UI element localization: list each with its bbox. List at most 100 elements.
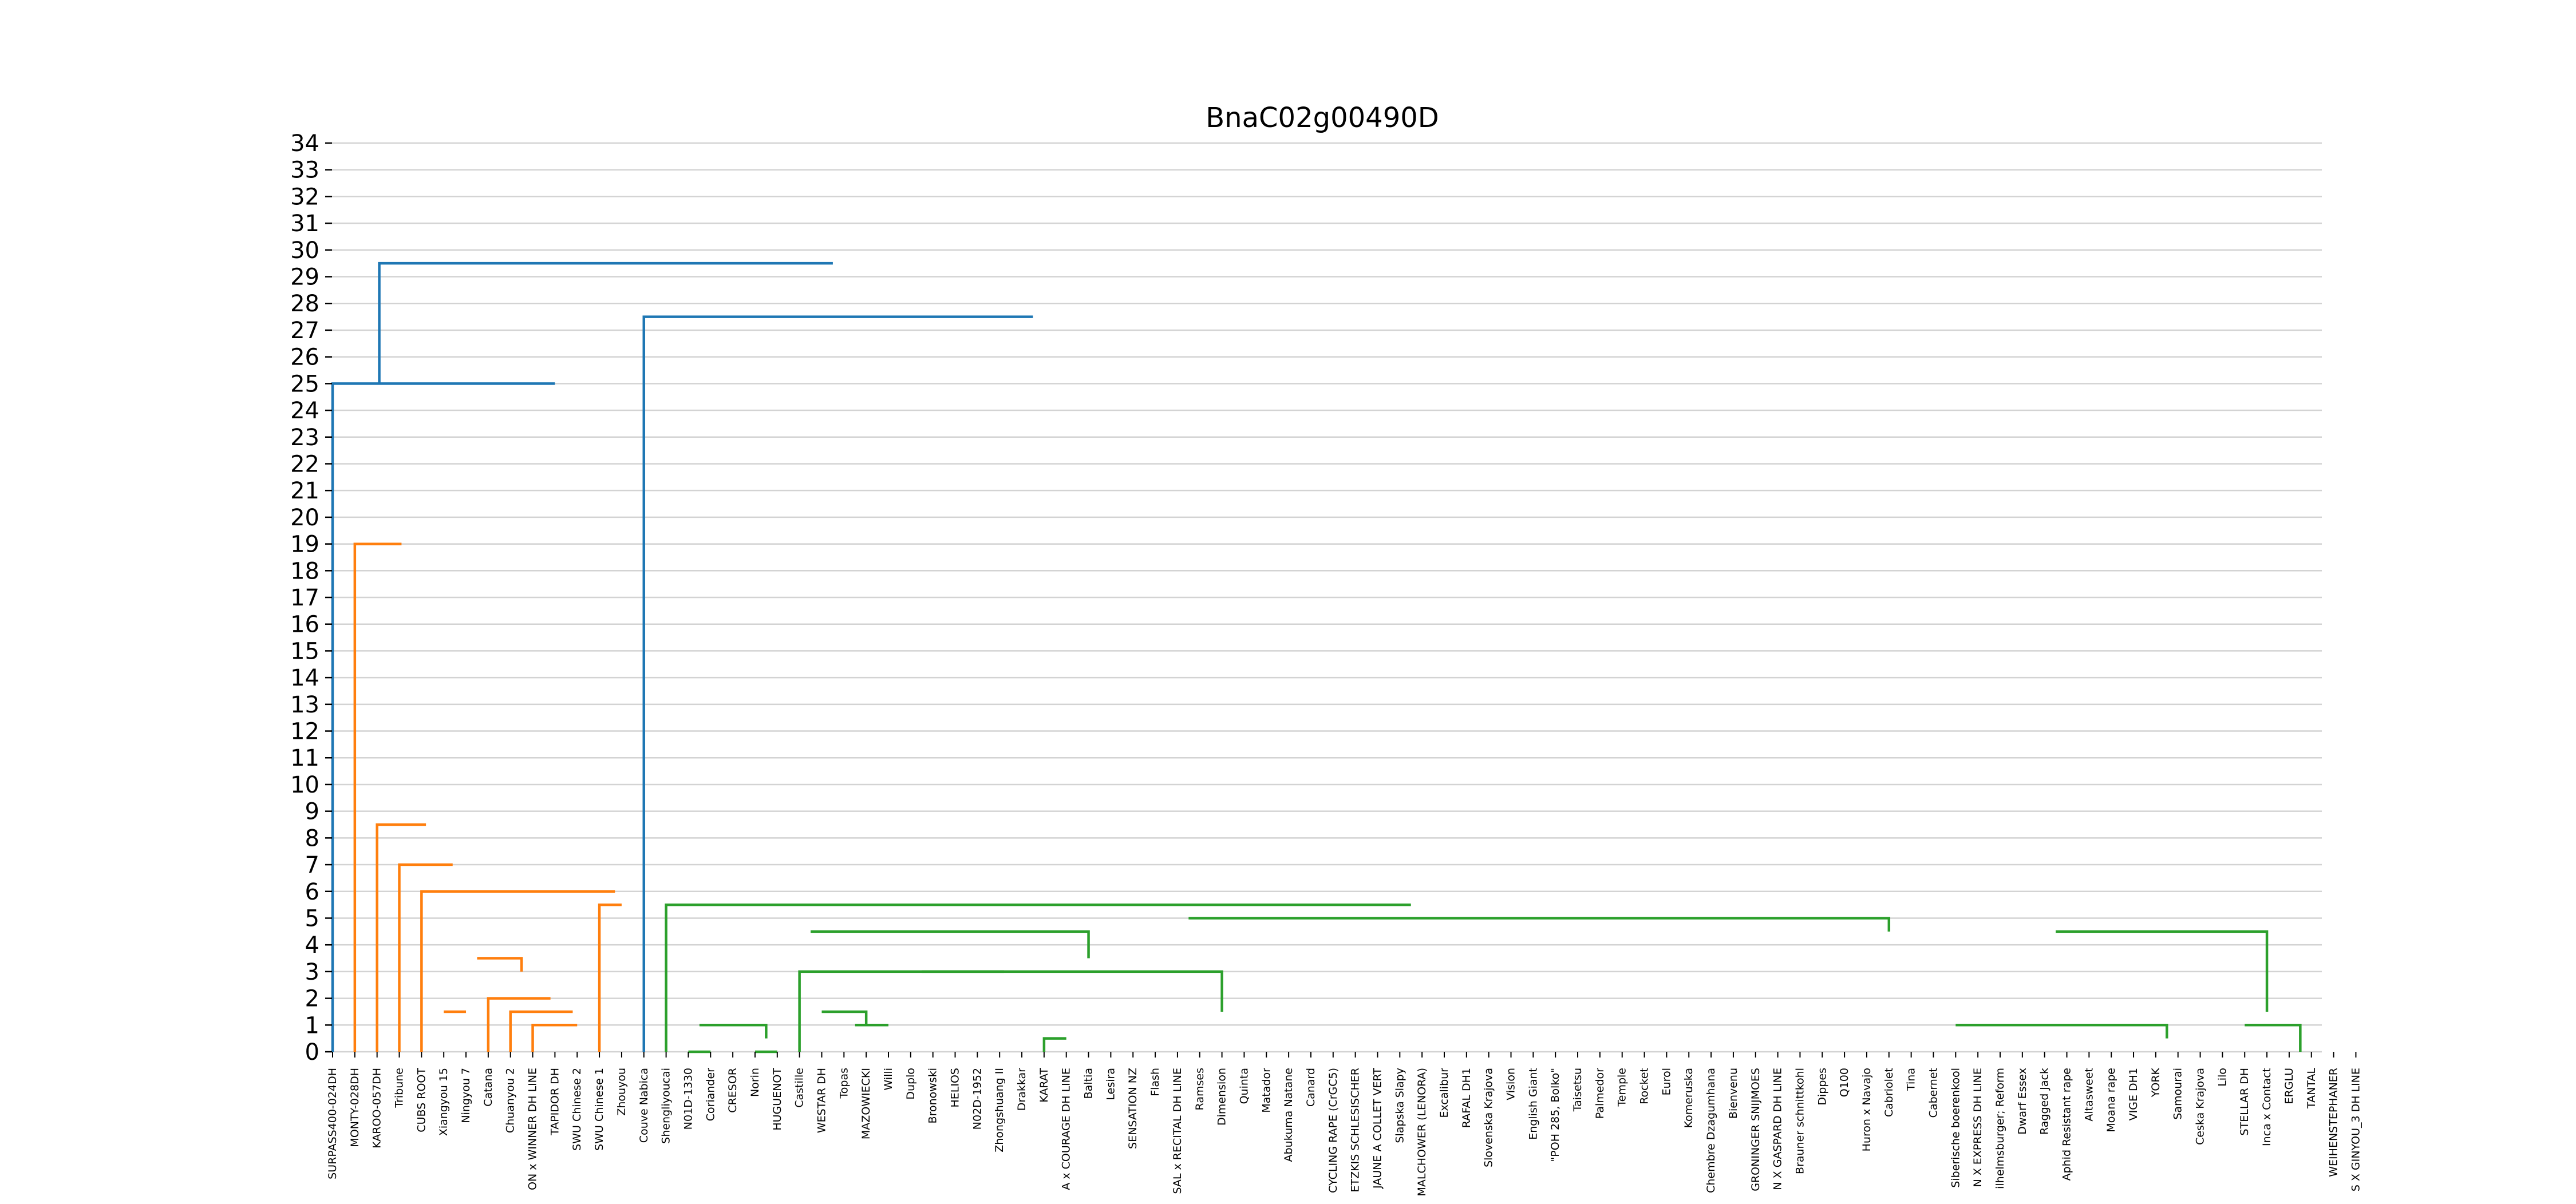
leaf-label: JAUNE A COLLET VERT [1371, 1068, 1384, 1189]
leaf-label: Vision [1505, 1068, 1518, 1100]
leaf-label: Tribune [393, 1068, 406, 1108]
leaf-label: Inca x Contact [2261, 1068, 2273, 1146]
leaf-label: Palmedor [1594, 1068, 1606, 1119]
dendrogram-link [376, 823, 426, 1052]
dendrogram-link [378, 262, 833, 384]
leaf-label: Matador [1260, 1068, 1273, 1113]
dendrogram-link [398, 863, 453, 1052]
leaf-label: CUBS ROOT [415, 1068, 428, 1132]
leaf-label: SENSATION NZ [1127, 1068, 1139, 1149]
leaf-label: Lesira [1104, 1068, 1117, 1100]
dendrogram-link [821, 1010, 868, 1025]
leaf-label: Siberische boerenkool [1949, 1068, 1962, 1188]
leaf-label: HUGUENOT [771, 1068, 784, 1131]
leaf-label: Slapska Slapy [1393, 1068, 1406, 1143]
y-tick-label: 25 [290, 371, 319, 397]
leaf-label: Huron x Navajo [1860, 1068, 1873, 1151]
leaf-label: Slovenska Krajova [1483, 1068, 1495, 1167]
leaf-label: RAFAL DH1 [1460, 1068, 1473, 1128]
leaf-label: KARAT [1038, 1068, 1050, 1103]
y-tick-label: 12 [290, 719, 319, 745]
y-tick-label: 19 [290, 532, 319, 558]
leaf-label: SURPASS400-024DH [326, 1068, 339, 1179]
y-tick-label: 34 [290, 130, 319, 157]
leaf-label: S X GINYOU_3 DH LINE [2349, 1068, 2362, 1191]
y-tick-label: 33 [290, 157, 319, 184]
leaf-label: GRONINGER SNIJMOES [1749, 1068, 1762, 1191]
leaf-label: Catana [482, 1068, 495, 1107]
leaf-label: Chembre Dzagumhana [1705, 1068, 1717, 1193]
y-tick-label: 16 [290, 612, 319, 638]
leaf-label: Samourai [2172, 1068, 2184, 1120]
y-tick-label: 4 [305, 932, 319, 959]
leaf-label: Temple [1616, 1068, 1629, 1107]
dendrogram-link [699, 1024, 768, 1039]
dendrogram-link [665, 903, 1411, 1052]
leaf-label: Zhongshuang II [993, 1068, 1006, 1152]
dendrogram-link [477, 957, 523, 972]
dendrogram-link [2245, 1024, 2302, 1052]
leaf-label: HELIOS [949, 1068, 962, 1108]
leaf-label: N01D-1330 [682, 1068, 694, 1130]
leaf-label: Brauner schnittkohl [1793, 1068, 1806, 1174]
leaf-label: Ningyou 7 [460, 1068, 472, 1123]
leaf-label: TANTAL [2305, 1068, 2318, 1109]
leaf-label: WEIHENSTEPHANER [2328, 1068, 2340, 1177]
y-tick-label: 13 [290, 692, 319, 718]
y-tick-label: 5 [305, 905, 319, 932]
leaf-label: Shengliyoucai [660, 1068, 673, 1144]
leaf-label: KAROO-057DH [371, 1068, 384, 1148]
y-tick-label: 7 [305, 852, 319, 878]
leaf-label: Bienvenu [1727, 1068, 1740, 1119]
leaf-label: STELLAR DH [2238, 1068, 2251, 1135]
leaf-label: Zhouyou [615, 1068, 628, 1116]
y-tick-label: 14 [290, 665, 319, 691]
leaf-label: Flash [1149, 1068, 1161, 1096]
leaf-label: Ramses [1194, 1068, 1206, 1110]
leaf-label: Excalibur [1438, 1068, 1451, 1118]
dendrogram-link [531, 1024, 578, 1052]
leaf-label: Castille [793, 1068, 806, 1108]
link-layer [331, 262, 2302, 1054]
leaf-label: VIGE DH1 [2127, 1068, 2140, 1120]
y-tick-label: 9 [305, 799, 319, 825]
leaf-label: Altasweet [2083, 1068, 2095, 1122]
dendrogram-link [1955, 1024, 2168, 1039]
y-tick-label: 30 [290, 237, 319, 264]
dendrogram-link [1042, 1037, 1066, 1052]
leaf-label: Baltia [1082, 1068, 1095, 1099]
y-tick-label: 6 [305, 879, 319, 905]
y-tick-label: 21 [290, 478, 319, 504]
y-tick-label: 28 [290, 291, 319, 317]
leaf-label: N X EXPRESS DH LINE [1971, 1068, 1984, 1187]
y-tick-label: 24 [290, 398, 319, 424]
leaf-label: ON x WINNER DH LINE [527, 1068, 539, 1190]
leaf-label: Komeruska [1682, 1068, 1695, 1128]
y-tick-label: 29 [290, 264, 319, 291]
dendrogram-link [509, 1010, 573, 1052]
leaf-label: Taisetsu [1571, 1068, 1584, 1112]
leaf-label: ERGLU [2283, 1068, 2296, 1104]
leaf-label: SAL x RECITAL DH LINE [1171, 1068, 1184, 1194]
leaf-label: A x COURAGE DH LINE [1060, 1068, 1073, 1190]
dendrogram-link [2056, 930, 2269, 1012]
leaf-label: Norin [749, 1068, 761, 1097]
y-tick-label: 17 [290, 585, 319, 611]
leaf-label: ETZKIS SCHLESISCHER [1349, 1068, 1362, 1192]
leaf-label: Ragged Jack [2038, 1068, 2051, 1135]
dendrogram-link [922, 970, 1223, 1012]
y-tick-label: 23 [290, 425, 319, 451]
dendrogram-link [353, 542, 402, 1052]
leaf-label: Cabriolet [1883, 1068, 1895, 1117]
leaf-label: ilhelmsburger; Reform [1994, 1068, 2006, 1189]
leaf-label: Chuanyou 2 [504, 1068, 517, 1133]
chart-title: BnaC02g00490D [1206, 102, 1439, 134]
leaf-label: YORK [2150, 1067, 2162, 1098]
dendrogram-link [331, 382, 555, 1052]
dendrogram-link [642, 315, 1033, 1052]
leaf-label: Aphid Resistant rape [2061, 1068, 2073, 1181]
y-axis: 0123456789101112131415161718192021222324… [290, 130, 332, 1066]
leaf-label: CYCLING RAPE (CrGC5) [1327, 1068, 1340, 1193]
dendrogram-link [1188, 917, 1891, 932]
leaf-label: Dimension [1216, 1068, 1228, 1126]
